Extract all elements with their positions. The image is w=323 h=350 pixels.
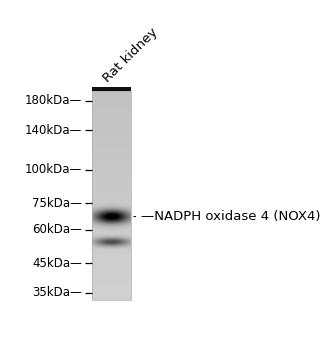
Text: —NADPH oxidase 4 (NOX4): —NADPH oxidase 4 (NOX4) (134, 210, 321, 223)
Text: 180kDa—: 180kDa— (25, 94, 82, 107)
Text: 35kDa—: 35kDa— (33, 286, 82, 299)
Text: 100kDa—: 100kDa— (25, 163, 82, 176)
Text: Rat kidney: Rat kidney (101, 25, 161, 85)
Text: 75kDa—: 75kDa— (32, 197, 82, 210)
Bar (92, 91, 131, 300)
Bar (92, 88, 131, 91)
Text: 140kDa—: 140kDa— (25, 124, 82, 136)
Text: 60kDa—: 60kDa— (32, 223, 82, 236)
Text: 45kDa—: 45kDa— (32, 257, 82, 270)
